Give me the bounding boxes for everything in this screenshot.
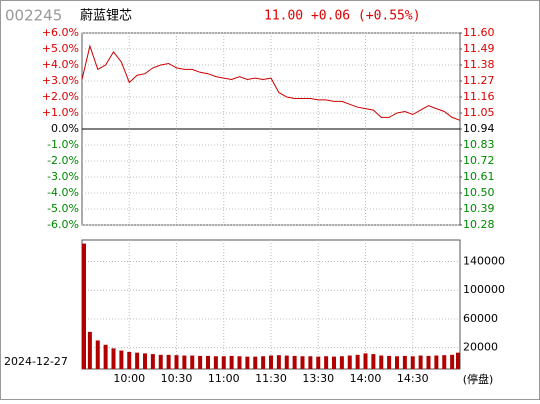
y2-tick-label: 10.39 xyxy=(463,202,495,215)
x-tick-label: 11:30 xyxy=(255,372,287,385)
volume-bar xyxy=(332,356,336,369)
y-tick-label: +5.0% xyxy=(42,42,79,55)
volume-bar xyxy=(324,356,329,369)
y-tick-label: +6.0% xyxy=(42,26,79,39)
y2-tick-label: 11.60 xyxy=(463,26,495,39)
x-tick-label: 10:00 xyxy=(113,372,145,385)
volume-bar xyxy=(135,352,140,369)
volume-bar xyxy=(198,355,203,369)
x-tick-label: 14:30 xyxy=(397,372,429,385)
y2-tick-label: 10.28 xyxy=(463,218,495,231)
volume-bar xyxy=(284,355,289,369)
y-tick-label: +3.0% xyxy=(42,74,79,87)
y-tick-label: 140000 xyxy=(463,255,505,268)
volume-bar xyxy=(103,344,108,369)
volume-bar xyxy=(221,356,226,369)
volume-bar xyxy=(426,355,431,369)
y-tick-label: +4.0% xyxy=(42,58,79,71)
x-tick-label: 13:30 xyxy=(302,372,334,385)
x-tick-label: 14:00 xyxy=(350,372,382,385)
y2-tick-label: 10.72 xyxy=(463,154,495,167)
y-tick-label: -3.0% xyxy=(47,170,79,183)
volume-bar xyxy=(276,355,281,369)
volume-bar xyxy=(150,354,155,369)
volume-bar xyxy=(127,351,132,369)
y2-tick-label: 11.27 xyxy=(463,74,495,87)
volume-bar xyxy=(371,354,376,369)
volume-bar xyxy=(95,340,100,369)
volume-bar xyxy=(158,354,163,369)
y2-tick-label: 11.38 xyxy=(463,58,495,71)
y-tick-label: +1.0% xyxy=(42,106,79,119)
y-tick-label: -2.0% xyxy=(47,154,79,167)
volume-bar xyxy=(308,356,313,369)
volume-bar xyxy=(387,355,392,369)
volume-bar xyxy=(182,355,187,369)
volume-bar xyxy=(111,348,116,369)
stock-name: 蔚蓝锂芯 xyxy=(80,9,132,24)
volume-bar xyxy=(395,356,399,369)
volume-bar xyxy=(363,353,368,369)
y2-tick-label: 10.94 xyxy=(463,122,495,135)
y-tick-label: 20000 xyxy=(463,341,498,354)
volume-bar xyxy=(355,354,360,369)
volume-bar xyxy=(213,356,218,369)
volume-bar xyxy=(253,356,258,369)
y-tick-label: 0.0% xyxy=(51,122,79,135)
y-tick-label: -5.0% xyxy=(47,202,79,215)
volume-bar xyxy=(82,243,86,369)
y-tick-label: -6.0% xyxy=(47,218,79,231)
x-tick-label: 10:30 xyxy=(161,372,193,385)
volume-bar xyxy=(190,355,195,369)
volume-bar xyxy=(237,356,242,369)
y-tick-label: 100000 xyxy=(463,283,505,296)
volume-bar xyxy=(456,352,460,369)
y2-tick-label: 11.05 xyxy=(463,106,495,119)
date-label: 2024-12-27 xyxy=(4,355,68,368)
volume-bar xyxy=(206,355,210,369)
y-tick-label: +2.0% xyxy=(42,90,79,103)
y2-tick-label: 10.61 xyxy=(463,170,495,183)
status-note: (停盘) xyxy=(463,372,494,386)
volume-bar xyxy=(347,355,352,369)
volume-bar xyxy=(300,356,305,369)
volume-bar xyxy=(245,356,250,369)
volume-bar xyxy=(418,355,423,369)
volume-bar xyxy=(119,350,124,369)
volume-bar xyxy=(450,354,455,369)
volume-bar xyxy=(174,355,179,369)
y2-tick-label: 10.83 xyxy=(463,138,495,151)
stock-code: 002245 xyxy=(5,7,62,25)
volume-bar xyxy=(143,353,147,369)
volume-bar xyxy=(87,331,92,369)
y2-tick-label: 10.50 xyxy=(463,186,495,199)
y2-tick-label: 11.49 xyxy=(463,42,495,55)
quote: 11.00 +0.06 (+0.55%) xyxy=(264,9,421,24)
y-tick-label: 60000 xyxy=(463,312,498,325)
volume-bar xyxy=(229,355,234,369)
y-tick-label: -4.0% xyxy=(47,186,79,199)
x-tick-label: 11:00 xyxy=(208,372,240,385)
volume-bar xyxy=(379,355,384,369)
volume-bar xyxy=(292,355,297,369)
volume-bar xyxy=(316,356,321,369)
volume-bar xyxy=(269,355,273,369)
y2-tick-label: 11.16 xyxy=(463,90,495,103)
volume-bar xyxy=(442,355,447,369)
volume-bar xyxy=(402,355,407,369)
price-line xyxy=(81,44,461,121)
volume-bar xyxy=(339,356,344,369)
volume-bar xyxy=(410,356,415,369)
volume-bar xyxy=(166,354,171,369)
y-tick-label: -1.0% xyxy=(47,138,79,151)
volume-bar xyxy=(434,355,439,369)
volume-bar xyxy=(261,356,266,369)
